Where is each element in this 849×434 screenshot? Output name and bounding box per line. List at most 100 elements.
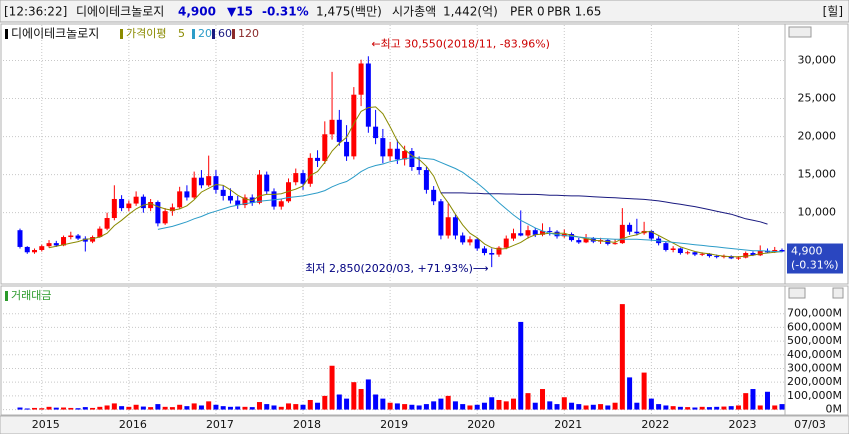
- volume-bar: [90, 407, 96, 410]
- volume-bar: [329, 365, 335, 410]
- volume-bar: [198, 405, 204, 410]
- candle-body: [336, 119, 342, 142]
- volume-bar: [677, 406, 683, 410]
- volume-bar: [271, 405, 277, 410]
- legend-marker: [212, 29, 215, 39]
- volume-bar: [256, 402, 262, 410]
- candle-body: [315, 157, 321, 161]
- candle-body: [329, 119, 335, 135]
- volume-bar: [220, 406, 226, 410]
- candle-body: [714, 256, 720, 258]
- y-tick-label: 200,000M: [787, 375, 842, 388]
- candle-body: [133, 196, 139, 204]
- volume-bar: [300, 404, 306, 410]
- volume-bar: [518, 321, 524, 410]
- last-price-box: [787, 243, 843, 274]
- volume-bar: [155, 404, 161, 410]
- panel-icon[interactable]: [788, 287, 806, 299]
- volume-bar: [634, 402, 640, 410]
- candle-body: [220, 189, 226, 196]
- legend-label: 20: [198, 27, 212, 40]
- market-cap: 1,442(억): [443, 5, 498, 19]
- y-tick-label: 20,000: [798, 130, 837, 143]
- candle-body: [402, 151, 408, 160]
- volume-bar: [721, 406, 727, 410]
- candle-body: [307, 157, 313, 184]
- volume-bar: [605, 405, 611, 410]
- volume-bar: [206, 401, 212, 410]
- volume-bar: [496, 399, 502, 410]
- candle-body: [351, 94, 357, 157]
- volume-bar: [213, 404, 219, 410]
- panel-icon[interactable]: [832, 287, 844, 299]
- candle-body: [431, 189, 437, 202]
- candle-body: [525, 230, 531, 236]
- volume-bar: [307, 399, 313, 410]
- candle-body: [119, 198, 125, 209]
- candle-body: [24, 246, 30, 253]
- volume-bar: [743, 393, 749, 410]
- legend-marker: [5, 29, 8, 39]
- candle-body: [663, 243, 669, 250]
- candle-body: [416, 167, 422, 171]
- volume-panel-frame: [0, 285, 849, 416]
- candle-body: [365, 63, 371, 127]
- candle-body: [634, 231, 640, 234]
- candle-body: [184, 191, 190, 198]
- time: [12:36:22]: [4, 5, 67, 19]
- volume-bar: [750, 389, 756, 410]
- candle-body: [177, 191, 183, 208]
- volume-bar: [119, 406, 125, 410]
- volume-bar: [641, 372, 647, 410]
- volume-bar: [169, 407, 175, 410]
- button[interactable]: [힐]: [823, 5, 843, 19]
- volume-bar: [148, 407, 154, 410]
- candle-body: [619, 224, 625, 244]
- volume-bar: [569, 402, 575, 410]
- volume-bar: [39, 408, 45, 410]
- volume-bar: [598, 404, 604, 410]
- candle-body: [213, 176, 219, 190]
- volume-bar: [380, 398, 386, 410]
- candle-body: [474, 239, 480, 249]
- candle-body: [460, 235, 466, 243]
- candle-body: [627, 224, 633, 232]
- candle-body: [373, 126, 379, 139]
- y-tick-label: 0M: [826, 403, 843, 416]
- candle-body: [743, 253, 749, 258]
- per: PER 0: [510, 5, 545, 19]
- legend-label: 120: [238, 27, 259, 40]
- volume-bar: [547, 401, 553, 410]
- candle-body: [569, 234, 575, 241]
- candle-body: [90, 237, 96, 242]
- end-date-label: 07/03: [794, 418, 826, 431]
- volume-bar: [532, 402, 538, 410]
- candle-body: [242, 197, 248, 206]
- volume-bar: [431, 401, 437, 410]
- candle-body: [547, 230, 553, 232]
- volume-bar: [286, 403, 292, 410]
- candle-body: [540, 230, 546, 235]
- volume-bar: [394, 403, 400, 410]
- candle-body: [409, 151, 415, 168]
- candle-body: [438, 201, 444, 236]
- volume-bar: [670, 406, 676, 410]
- candle-body: [256, 174, 262, 203]
- candle-body: [489, 253, 495, 255]
- header-bar: [0, 0, 849, 23]
- volume-bar: [561, 397, 567, 410]
- volume-bar: [82, 407, 88, 410]
- volume-bar: [17, 407, 23, 410]
- change-pct: -0.31%: [262, 5, 309, 19]
- volume-bar: [525, 393, 531, 410]
- y-tick-label: 500,000M: [787, 334, 842, 347]
- candle-body: [452, 217, 458, 236]
- panel-icon[interactable]: [788, 26, 812, 38]
- candle-body: [111, 198, 117, 219]
- legend-title: 거래대금: [11, 289, 51, 302]
- volume-bar: [452, 401, 458, 410]
- candle-body: [532, 230, 538, 235]
- candle-body: [53, 243, 59, 246]
- volume-bar: [177, 404, 183, 410]
